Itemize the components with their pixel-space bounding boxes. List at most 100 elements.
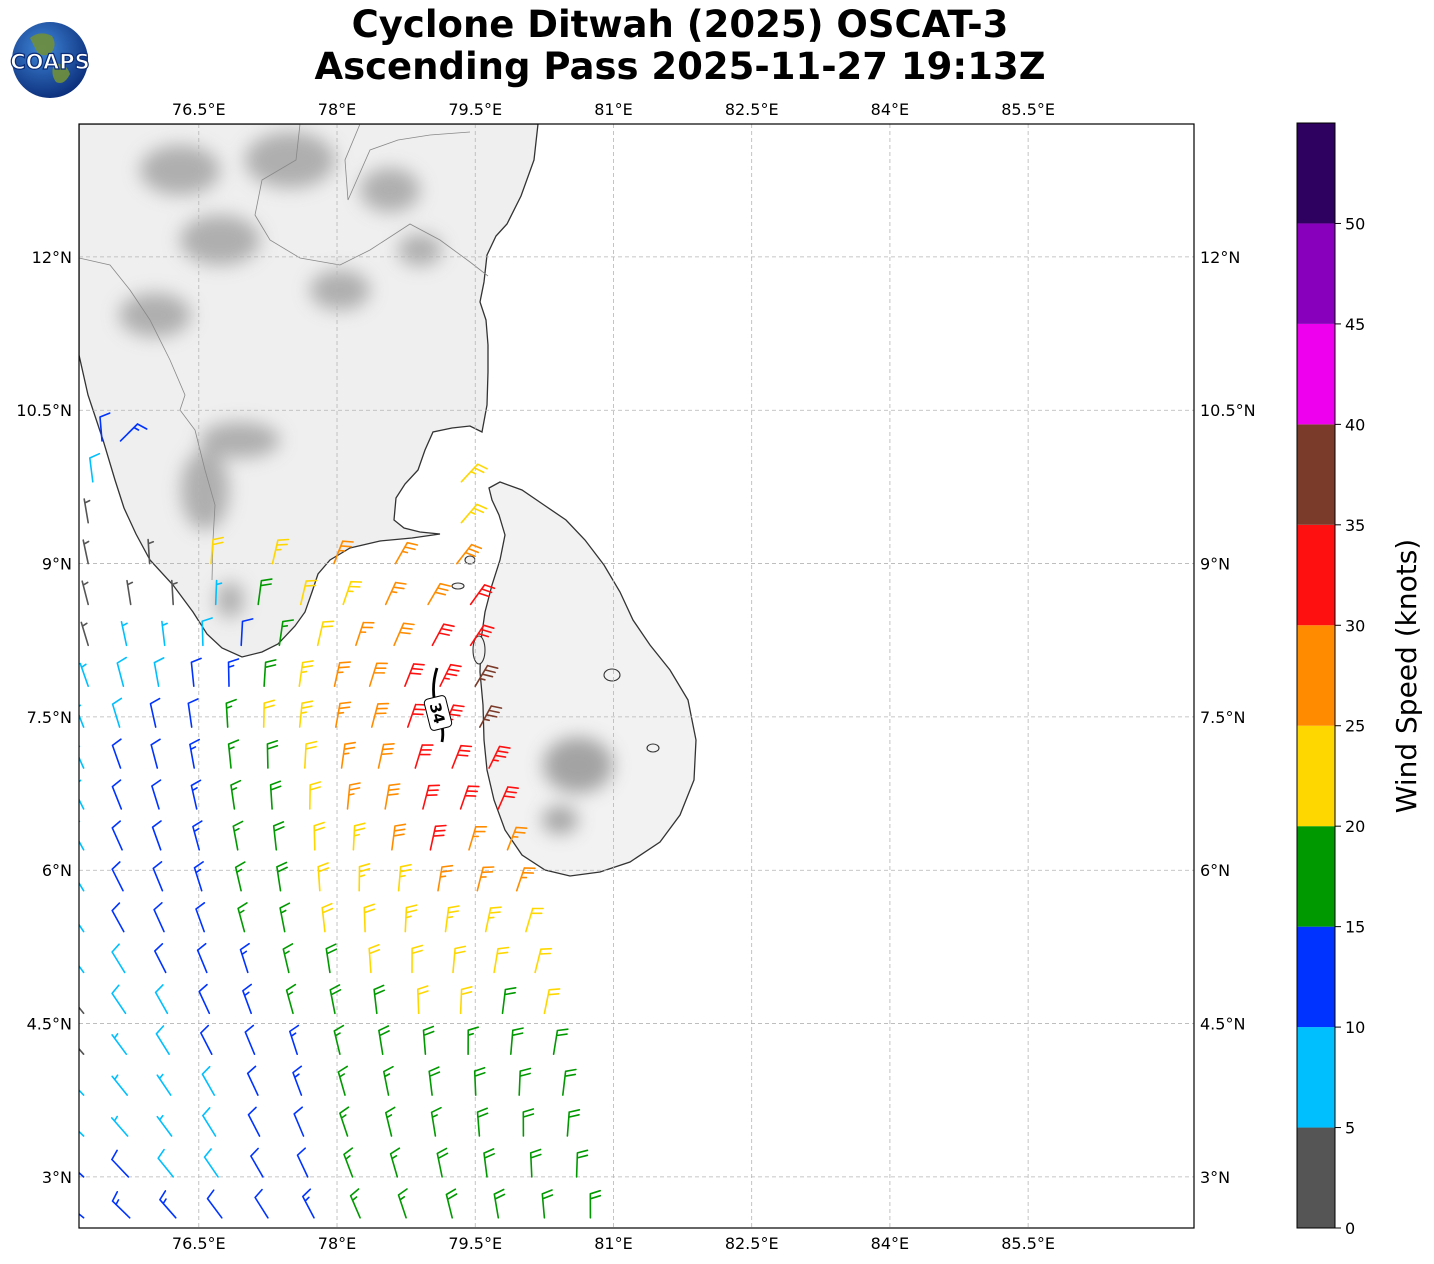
wind-barb (384, 783, 401, 810)
wind-barb-shape (79, 1089, 85, 1096)
wind-barb (325, 943, 338, 974)
wind-barb-shape (147, 538, 155, 565)
wind-barb-shape (152, 861, 164, 892)
wind-barb-shape (81, 580, 89, 606)
wind-barb (111, 943, 126, 974)
lon-tick-label: 81°E (594, 100, 632, 119)
wind-barb-shape (227, 658, 240, 687)
wind-barb-shape (111, 1115, 129, 1137)
lat-tick-labels-left: 3°N 4.5°N 6°N 7.5°N 9°N 10.5°N 12°N (16, 248, 72, 1187)
wind-barb (333, 540, 354, 565)
wind-barb (152, 861, 164, 892)
wind-barb-shape (269, 780, 282, 810)
wind-barb-shape (79, 1171, 85, 1178)
wind-barb-shape (111, 902, 125, 933)
wind-barb (151, 779, 162, 810)
wind-barb-shape (151, 820, 162, 851)
wind-barb (116, 656, 127, 687)
wind-barb (151, 820, 162, 851)
wind-barb (299, 579, 318, 606)
lon-tick-label: 79.5°E (448, 100, 502, 119)
wind-barb (279, 902, 291, 933)
wind-barb-shape (296, 1147, 309, 1178)
wind-barb-shape (193, 861, 204, 892)
wind-barb (552, 1028, 569, 1055)
wind-barb (431, 623, 455, 647)
islands (451, 555, 660, 753)
wind-barb (271, 538, 290, 565)
wind-barb (79, 1171, 85, 1178)
wind-barb-shape (394, 541, 419, 565)
wind-barb (192, 820, 203, 851)
wind-barb-shape (429, 824, 447, 851)
wind-barb (154, 943, 167, 974)
wind-barb-shape (111, 861, 124, 892)
colorbar-segment (1297, 1027, 1335, 1128)
wind-barb (254, 1188, 269, 1219)
wind-barb (155, 1025, 170, 1055)
wind-barb-shape (195, 902, 206, 933)
wind-barb (119, 423, 148, 442)
lat-tick-labels-right: 3°N 4.5°N 6°N 7.5°N 9°N 10.5°N 12°N (1200, 248, 1256, 1187)
wind-barb (276, 861, 288, 892)
coaps-logo: COAPS (10, 22, 90, 98)
wind-barb (543, 988, 561, 1015)
wind-barb (282, 943, 294, 974)
wind-barb-shape (316, 620, 335, 647)
wind-barb-shape (333, 540, 354, 565)
wind-barb-shape (171, 579, 178, 606)
wind-barb-shape (407, 703, 427, 728)
wind-barb (201, 1065, 216, 1096)
wind-barb-shape (278, 619, 294, 647)
wind-barb-shape (126, 579, 134, 606)
wind-barb-shape (282, 943, 294, 974)
wind-barb-shape (368, 944, 381, 974)
wind-barb (269, 780, 282, 810)
wind-barb (257, 578, 273, 606)
lat-tick-label: 7.5°N (1200, 708, 1245, 727)
wind-barb-shape (111, 820, 123, 851)
wind-barb (201, 617, 213, 647)
wind-barb (459, 785, 480, 810)
wind-barb (313, 821, 325, 851)
lat-tick-label: 6°N (1200, 861, 1230, 880)
wind-barb-shape (456, 543, 483, 565)
wind-barb-shape (244, 1024, 256, 1055)
lat-tick-label: 4.5°N (1200, 1015, 1245, 1034)
lat-tick-label: 10.5°N (1200, 401, 1256, 420)
wind-barb-shape (543, 988, 561, 1015)
wind-barb-shape (337, 1065, 348, 1096)
wind-barb-shape (200, 1024, 213, 1055)
wind-barb (422, 1025, 435, 1055)
wind-barb (452, 945, 467, 974)
lat-tick-label: 9°N (1200, 555, 1230, 574)
wind-barb-shape (292, 1065, 303, 1096)
wind-barb-shape (99, 412, 111, 442)
wind-barb (439, 663, 462, 687)
wind-barb (227, 739, 240, 769)
wind-barb-shape (452, 945, 467, 974)
wind-barb-shape (479, 705, 503, 728)
wind-barb-shape (325, 943, 338, 974)
wind-barb (147, 538, 155, 565)
wind-barb-shape (254, 1188, 269, 1219)
wind-barb-shape (150, 738, 161, 769)
wind-barb-shape (525, 907, 544, 933)
wind-barb (316, 620, 335, 647)
wind-barb (250, 1147, 264, 1178)
colorbar-segment (1297, 725, 1335, 827)
lon-tick-label: 85.5°E (1001, 100, 1055, 119)
lon-tick-label: 76.5°E (172, 1234, 226, 1253)
wind-barb-shape (384, 783, 401, 810)
wind-barb (483, 1148, 495, 1178)
colorbar-tick-label: 30 (1345, 616, 1365, 635)
wind-barb (335, 701, 352, 728)
wind-barb-shape (483, 1148, 495, 1178)
wind-barb-shape (333, 1024, 345, 1055)
wind-barb-shape (156, 1114, 173, 1137)
contour-label-box (423, 695, 453, 731)
colorbar-segment (1297, 826, 1335, 927)
wind-barb (111, 820, 123, 851)
wind-barb-shape (154, 943, 167, 974)
wind-barb (474, 664, 499, 687)
